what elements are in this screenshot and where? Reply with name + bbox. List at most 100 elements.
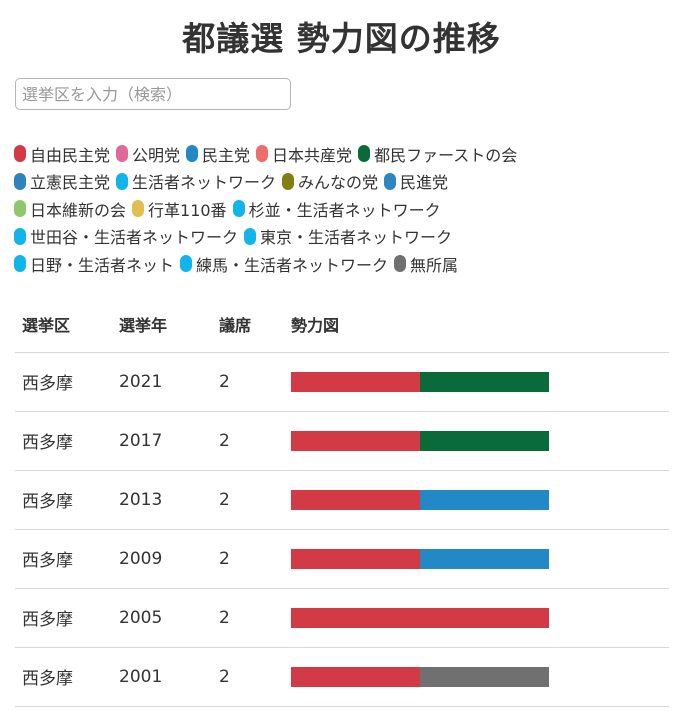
cell-seats: 2 bbox=[212, 529, 284, 589]
cell-chart bbox=[284, 647, 669, 707]
header-district: 選挙区 bbox=[15, 297, 112, 353]
legend-label: 無所属 bbox=[410, 255, 459, 275]
legend-item: 日本共産党 bbox=[256, 142, 352, 166]
cell-district: 西多摩 bbox=[15, 352, 112, 412]
legend-item: 日本維新の会 bbox=[14, 197, 126, 221]
legend-item: 民進党 bbox=[384, 169, 448, 193]
legend-label: みんなの党 bbox=[298, 173, 379, 193]
legend-item: みんなの党 bbox=[282, 169, 378, 193]
search-input[interactable] bbox=[15, 78, 291, 110]
cell-district: 西多摩 bbox=[15, 411, 112, 471]
cell-seats: 2 bbox=[212, 352, 284, 412]
legend-label: 行革110番 bbox=[148, 200, 227, 220]
legend-swatch bbox=[244, 227, 257, 245]
legend-swatch bbox=[256, 145, 269, 163]
legend-item: 自由民主党 bbox=[14, 142, 110, 166]
seat-bar bbox=[291, 371, 549, 392]
legend-label: 日本維新の会 bbox=[30, 200, 127, 220]
legend-swatch bbox=[186, 145, 199, 163]
seat-segment bbox=[420, 489, 549, 510]
legend-swatch bbox=[116, 172, 129, 190]
seat-segment bbox=[291, 371, 420, 392]
legend-label: 杉並・生活者ネットワーク bbox=[248, 200, 441, 220]
cell-chart bbox=[284, 470, 669, 530]
seat-segment bbox=[291, 666, 420, 687]
legend-row: 立憲民主党 生活者ネットワーク みんなの党 民進党 bbox=[14, 168, 674, 196]
table-header-row: 選挙区 選挙年 議席 勢力図 bbox=[15, 297, 669, 353]
legend-item: 都民ファーストの会 bbox=[358, 142, 517, 166]
cell-district: 西多摩 bbox=[15, 647, 112, 707]
legend-swatch bbox=[14, 145, 26, 163]
header-chart: 勢力図 bbox=[284, 297, 669, 353]
legend-swatch bbox=[14, 255, 26, 273]
legend-label: 民進党 bbox=[400, 173, 449, 193]
seat-segment bbox=[291, 607, 420, 628]
seat-segment bbox=[420, 666, 549, 687]
legend-label: 世田谷・生活者ネットワーク bbox=[30, 228, 239, 248]
legend-row: 日野・生活者ネット 練馬・生活者ネットワーク 無所属 bbox=[14, 250, 674, 278]
table-row: 西多摩 2001 2 bbox=[15, 647, 669, 707]
cell-seats: 2 bbox=[212, 588, 284, 648]
legend-item: 練馬・生活者ネットワーク bbox=[180, 252, 388, 276]
legend-item: 行革110番 bbox=[132, 197, 227, 221]
cell-district: 西多摩 bbox=[15, 588, 112, 648]
table-row: 西多摩 2017 2 bbox=[15, 411, 669, 471]
seat-segment bbox=[420, 371, 549, 392]
seat-segment bbox=[291, 548, 420, 569]
legend-item: 立憲民主党 bbox=[14, 169, 110, 193]
results-table: 選挙区 選挙年 議席 勢力図 西多摩 2021 2 西多摩 2017 2 西多摩 2013 2 西… bbox=[15, 297, 669, 707]
table-row: 西多摩 2013 2 bbox=[15, 470, 669, 530]
seat-bar bbox=[291, 548, 549, 569]
cell-year: 2013 bbox=[112, 470, 212, 530]
legend-item: 民主党 bbox=[186, 142, 250, 166]
cell-year: 2021 bbox=[112, 352, 212, 412]
legend-item: 日野・生活者ネット bbox=[14, 252, 174, 276]
legend-item: 杉並・生活者ネットワーク bbox=[232, 197, 441, 221]
cell-chart bbox=[284, 529, 669, 589]
legend-swatch bbox=[14, 172, 26, 190]
legend-item: 東京・生活者ネットワーク bbox=[244, 224, 452, 248]
seat-bar bbox=[291, 430, 549, 451]
seat-segment bbox=[291, 430, 420, 451]
cell-year: 2017 bbox=[112, 411, 212, 471]
legend-item: 無所属 bbox=[394, 252, 458, 276]
legend-swatch bbox=[116, 145, 129, 163]
legend-row: 世田谷・生活者ネットワーク 東京・生活者ネットワーク bbox=[14, 223, 674, 251]
legend-item: 生活者ネットワーク bbox=[116, 169, 276, 193]
seat-segment bbox=[420, 430, 549, 451]
legend-item: 公明党 bbox=[116, 142, 180, 166]
seat-bar bbox=[291, 607, 549, 628]
header-seats: 議席 bbox=[212, 297, 284, 353]
cell-district: 西多摩 bbox=[15, 529, 112, 589]
legend-swatch bbox=[232, 200, 245, 218]
legend-swatch bbox=[282, 172, 295, 190]
cell-year: 2005 bbox=[112, 588, 212, 648]
cell-district: 西多摩 bbox=[15, 470, 112, 530]
cell-chart bbox=[284, 352, 669, 412]
legend-label: 自由民主党 bbox=[30, 145, 111, 165]
cell-seats: 2 bbox=[212, 470, 284, 530]
legend-swatch bbox=[132, 200, 145, 218]
seat-bar bbox=[291, 489, 549, 510]
cell-chart bbox=[284, 588, 669, 648]
legend-label: 生活者ネットワーク bbox=[132, 173, 277, 193]
legend-label: 民主党 bbox=[202, 145, 251, 165]
seat-bar bbox=[291, 666, 549, 687]
legend-item: 世田谷・生活者ネットワーク bbox=[14, 224, 238, 248]
header-year: 選挙年 bbox=[112, 297, 212, 353]
legend-swatch bbox=[358, 145, 371, 163]
legend-label: 日本共産党 bbox=[272, 145, 353, 165]
legend-label: 立憲民主党 bbox=[30, 173, 111, 193]
legend-label: 練馬・生活者ネットワーク bbox=[196, 255, 389, 275]
table-row: 西多摩 2021 2 bbox=[15, 352, 669, 412]
cell-seats: 2 bbox=[212, 411, 284, 471]
cell-seats: 2 bbox=[212, 647, 284, 707]
legend-swatch bbox=[180, 255, 193, 273]
cell-year: 2001 bbox=[112, 647, 212, 707]
legend-swatch bbox=[14, 200, 26, 218]
legend-swatch bbox=[14, 227, 26, 245]
legend-swatch bbox=[384, 172, 397, 190]
legend-row: 日本維新の会 行革110番 杉並・生活者ネットワーク bbox=[14, 195, 674, 223]
legend-label: 日野・生活者ネット bbox=[30, 255, 175, 275]
legend-row: 自由民主党 公明党 民主党 日本共産党 都民ファーストの会 bbox=[14, 140, 674, 168]
